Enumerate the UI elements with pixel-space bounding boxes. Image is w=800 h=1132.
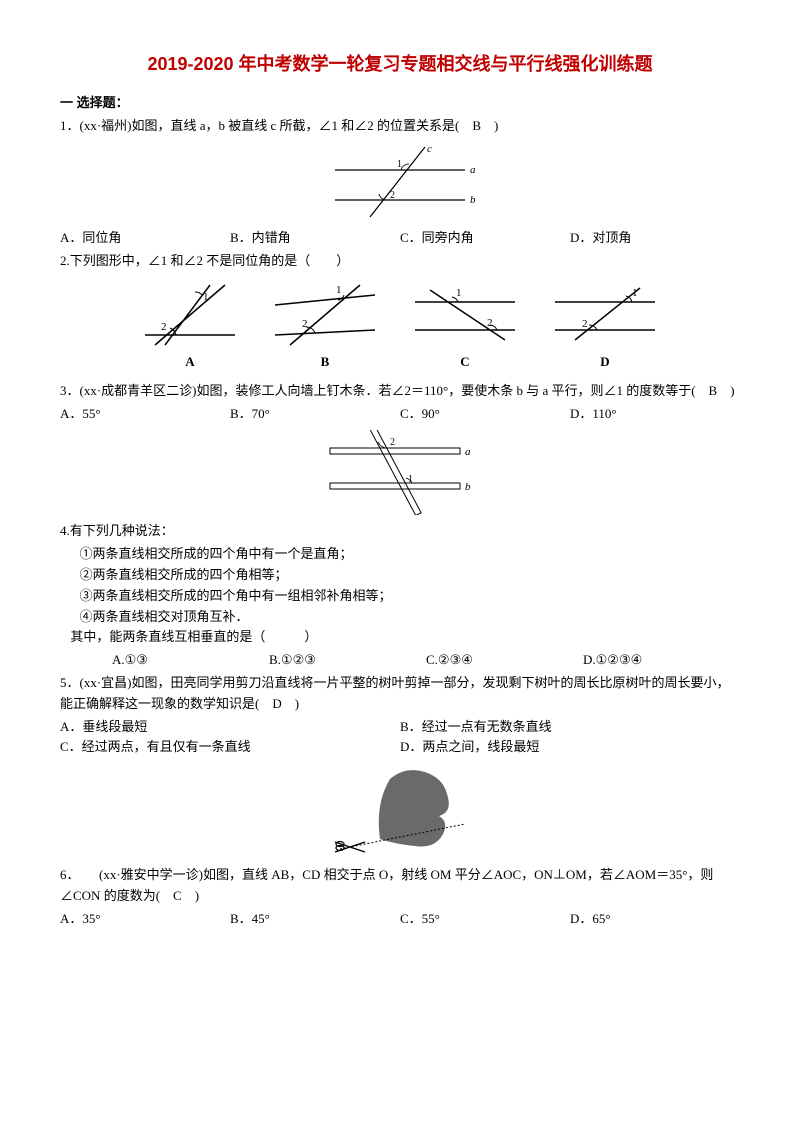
q4-s2: ②两条直线相交所成的四个角相等；: [60, 565, 740, 586]
q4-s1: ①两条直线相交所成的四个角中有一个是直角；: [60, 544, 740, 565]
question-5-text: 5．(xx·宜昌)如图，田亮同学用剪刀沿直线将一片平整的树叶剪掉一部分，发现剩下…: [60, 673, 740, 715]
q1-figure: a b c 1 2: [60, 142, 740, 222]
svg-text:1: 1: [456, 287, 462, 299]
q3-figure: a b 2 1: [60, 430, 740, 515]
q5-options: A．垂线段最短 C．经过两点，有且仅有一条直线 B．经过一点有无数条直线 D．两…: [60, 717, 740, 759]
q2-label-d: D: [550, 352, 660, 373]
q6-opt-d: D．65°: [570, 909, 740, 930]
q4-s3: ③两条直线相交所成的四个角中有一组相邻补角相等；: [60, 586, 740, 607]
question-6-text: 6． (xx·雅安中学一诊)如图，直线 AB，CD 相交于点 O，射线 OM 平…: [60, 865, 740, 907]
svg-text:1: 1: [336, 284, 342, 296]
svg-text:c: c: [427, 143, 432, 155]
q5-opt-b: B．经过一点有无数条直线: [400, 717, 740, 738]
q4-opt-d: D.①②③④: [583, 650, 740, 671]
q4-options: A.①③ B.①②③ C.②③④ D.①②③④: [60, 650, 740, 671]
q1-opt-d: D．对顶角: [570, 228, 740, 249]
q1-opt-c: C．同旁内角: [400, 228, 570, 249]
page-title: 2019-2020 年中考数学一轮复习专题相交线与平行线强化训练题: [60, 50, 740, 79]
svg-text:1: 1: [203, 291, 209, 303]
q5-opt-a: A．垂线段最短: [60, 717, 400, 738]
q2-label-b: B: [270, 352, 380, 373]
q1-options: A．同位角 B．内错角 C．同旁内角 D．对顶角: [60, 228, 740, 249]
q4-opt-a: A.①③: [112, 650, 269, 671]
svg-text:2: 2: [390, 437, 395, 448]
svg-text:b: b: [470, 194, 476, 206]
question-1-text: 1．(xx·福州)如图，直线 a，b 被直线 c 所截，∠1 和∠2 的位置关系…: [60, 116, 740, 137]
question-2-text: 2.下列图形中，∠1 和∠2 不是同位角的是（ ）: [60, 251, 740, 272]
question-3-text: 3．(xx·成都青羊区二诊)如图，装修工人向墙上钉木条．若∠2＝110°，要使木…: [60, 381, 740, 402]
q5-figure: [60, 764, 740, 859]
q3-opt-a: A．55°: [60, 404, 230, 425]
q4-opt-c: C.②③④: [426, 650, 583, 671]
svg-text:a: a: [470, 164, 476, 176]
q3-opt-d: D．110°: [570, 404, 740, 425]
q5-opt-d: D．两点之间，线段最短: [400, 737, 740, 758]
q2-label-c: C: [410, 352, 520, 373]
svg-text:2: 2: [487, 317, 493, 329]
q1-opt-a: A．同位角: [60, 228, 230, 249]
svg-text:2: 2: [302, 318, 308, 330]
svg-text:b: b: [465, 481, 471, 493]
svg-text:2: 2: [390, 190, 395, 201]
q2-label-a: A: [140, 352, 240, 373]
q4-s4: ④两条直线相交对顶角互补．: [60, 607, 740, 628]
q2-figures: 1 2 A 1 2 B 1 2 C: [60, 280, 740, 373]
q6-opt-a: A．35°: [60, 909, 230, 930]
question-4-text: 4.有下列几种说法：: [60, 521, 740, 542]
q4-opt-b: B.①②③: [269, 650, 426, 671]
q1-opt-b: B．内错角: [230, 228, 400, 249]
q6-opt-c: C．55°: [400, 909, 570, 930]
svg-text:a: a: [465, 446, 471, 458]
q6-options: A．35° B．45° C．55° D．65°: [60, 909, 740, 930]
section-heading: 一 选择题：: [60, 93, 740, 114]
q3-options: A．55° B．70° C．90° D．110°: [60, 404, 740, 425]
svg-text:2: 2: [582, 318, 588, 330]
svg-text:2: 2: [161, 321, 167, 333]
svg-text:1: 1: [632, 287, 638, 299]
q6-opt-b: B．45°: [230, 909, 400, 930]
q5-opt-c: C．经过两点，有且仅有一条直线: [60, 737, 400, 758]
q4-s5: 其中，能两条直线互相垂直的是（ ）: [60, 627, 740, 648]
q3-opt-c: C．90°: [400, 404, 570, 425]
q3-opt-b: B．70°: [230, 404, 400, 425]
